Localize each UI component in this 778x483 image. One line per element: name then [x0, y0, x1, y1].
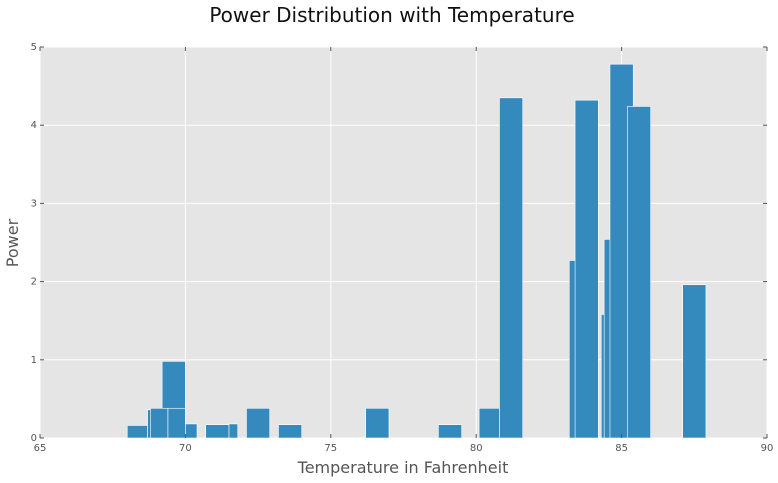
x-tick-label: 65 — [34, 443, 47, 454]
bar — [574, 99, 599, 439]
plot-area — [40, 47, 767, 438]
bar — [278, 424, 303, 439]
bar — [365, 407, 390, 439]
y-tick-label: 0 — [31, 433, 37, 444]
bar — [228, 423, 239, 439]
x-tick-label: 85 — [615, 443, 628, 454]
bar — [126, 425, 148, 439]
bar — [150, 407, 169, 439]
x-tick-label: 75 — [324, 443, 337, 454]
bar — [478, 407, 500, 439]
bar — [205, 424, 230, 439]
y-tick-label: 2 — [31, 277, 37, 288]
y-axis: 0 1 2 3 4 5 — [31, 42, 767, 444]
bar — [627, 106, 651, 439]
y-axis-label: Power — [3, 218, 22, 267]
x-tick-label: 70 — [179, 443, 192, 454]
bar — [499, 97, 524, 439]
y-tick-label: 3 — [31, 198, 37, 209]
bars — [126, 63, 707, 439]
x-axis-label: Temperature in Fahrenheit — [297, 458, 509, 477]
y-tick-label: 1 — [31, 355, 37, 366]
bar — [167, 407, 186, 439]
bar — [246, 407, 271, 439]
bar — [185, 423, 198, 439]
x-tick-label: 90 — [761, 443, 774, 454]
bar — [438, 424, 462, 439]
x-tick-label: 80 — [470, 443, 483, 454]
chart-title: Power Distribution with Temperature — [209, 3, 574, 27]
x-axis: 65 70 75 80 85 90 — [34, 47, 774, 454]
y-tick-label: 5 — [31, 42, 37, 53]
bar — [682, 284, 707, 439]
y-tick-label: 4 — [31, 120, 37, 131]
